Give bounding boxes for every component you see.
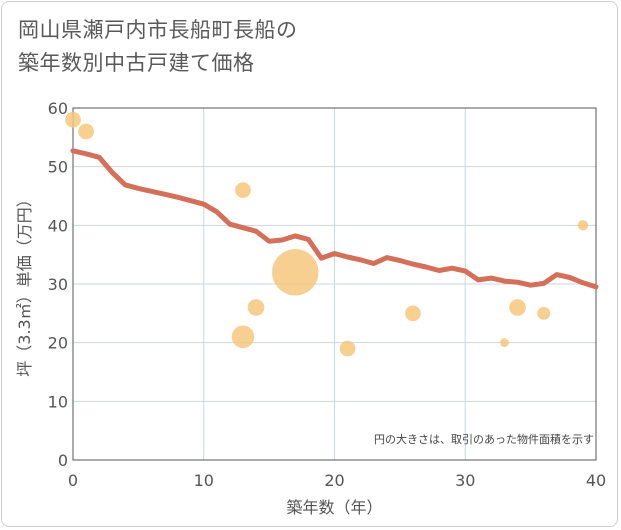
x-tick-label: 10: [194, 471, 214, 490]
x-tick-label: 30: [455, 471, 475, 490]
x-axis-ticks: 0 10 20 30 40: [68, 471, 606, 490]
chart-title: 岡山県瀬戸内市長船町長船の 築年数別中古戸建て価格: [18, 14, 298, 80]
chart-title-line-2: 築年数別中古戸建て価格: [18, 51, 255, 75]
y-tick-label: 0: [58, 451, 68, 470]
bubble-point: [231, 325, 255, 349]
bubble-point: [65, 111, 81, 128]
x-tick-label: 40: [586, 471, 606, 490]
bubble-point: [235, 182, 251, 198]
bubble-point: [537, 306, 551, 320]
bubble-size-note: 円の大きさは、取引のあった物件面積を示す: [374, 432, 594, 446]
bubble-point: [509, 299, 526, 316]
y-tick-label: 40: [48, 216, 68, 235]
x-tick-label: 20: [324, 471, 344, 490]
y-tick-label: 30: [48, 275, 68, 294]
plot-area: [72, 107, 597, 461]
bubble-point: [339, 340, 356, 357]
y-axis-title: 坪（3.3㎡）単価（万円）: [15, 191, 34, 376]
average-price-line: [70, 148, 599, 290]
x-tick-label: 0: [68, 471, 78, 490]
chart-title-line-1: 岡山県瀬戸内市長船町長船の: [18, 18, 298, 42]
bubble-series: [65, 111, 589, 357]
bubble-point: [272, 249, 319, 296]
bubble-point: [500, 338, 509, 348]
y-tick-label: 20: [48, 334, 68, 353]
bubble-point: [78, 123, 94, 140]
y-tick-label: 50: [48, 158, 68, 177]
x-axis-title: 築年数（年）: [286, 498, 382, 517]
y-axis-ticks: 0 10 20 30 40 50 60: [48, 99, 68, 470]
bubble-point: [405, 305, 421, 322]
y-tick-label: 60: [48, 99, 68, 118]
y-tick-label: 10: [48, 392, 68, 411]
bubble-point: [247, 299, 265, 316]
bubble-point: [577, 220, 589, 231]
